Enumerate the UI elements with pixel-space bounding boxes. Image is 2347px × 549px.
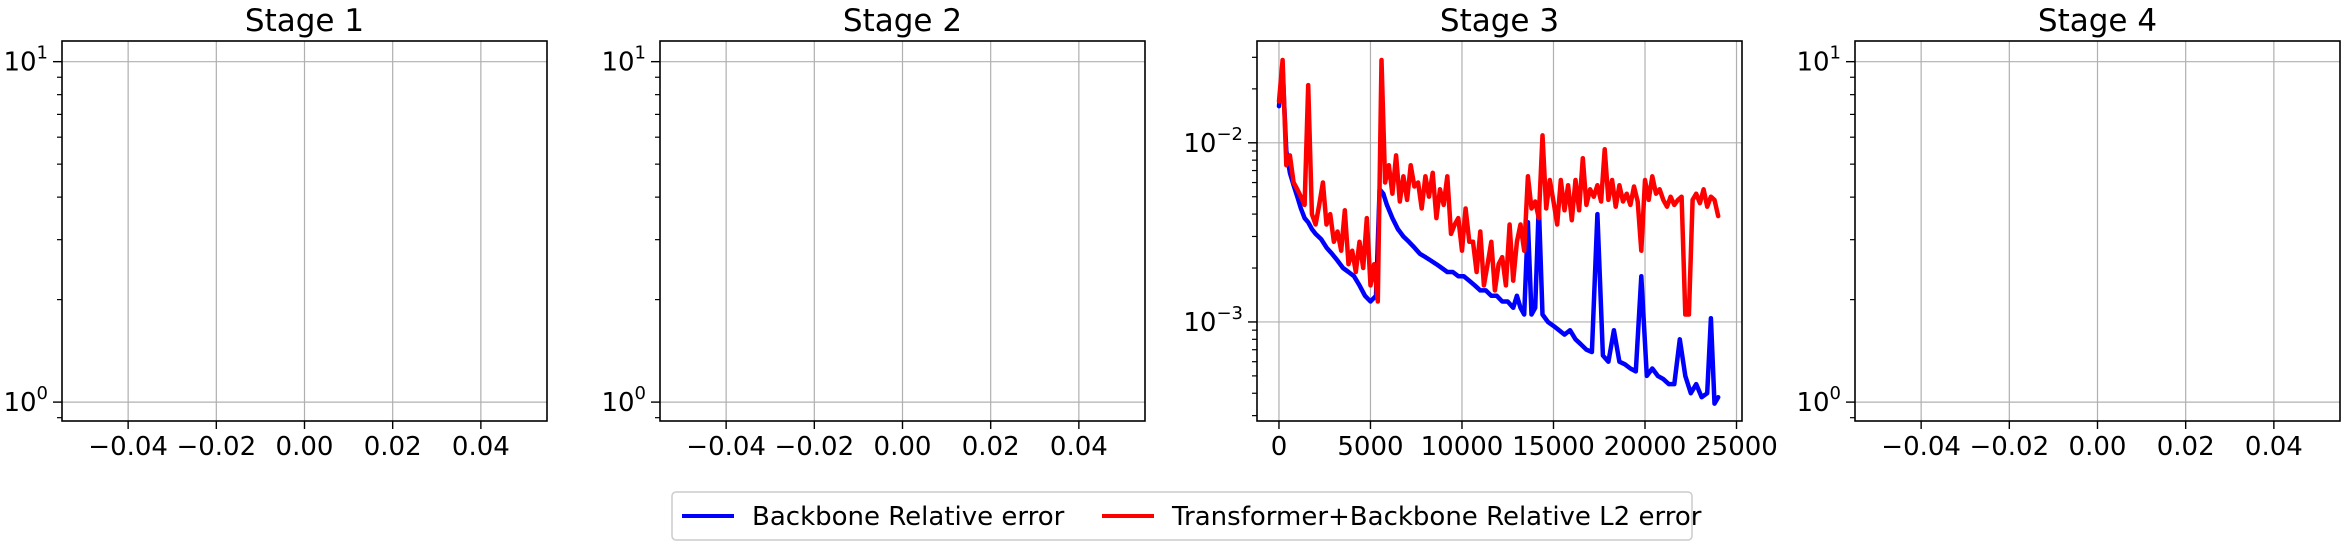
legend-label-transformer: Transformer+Backbone Relative L2 error xyxy=(1171,502,1702,532)
x-tick-label: 0.00 xyxy=(276,432,334,462)
x-tick-label: 0.04 xyxy=(452,432,510,462)
x-tick-label: 5000 xyxy=(1337,432,1403,462)
y-tick-label: 100 xyxy=(3,383,48,418)
subplot-title: Stage 1 xyxy=(245,3,364,39)
y-tick-label: 10−2 xyxy=(1183,124,1243,159)
x-tick-label: 10000 xyxy=(1421,432,1504,462)
y-tick-base: 10 xyxy=(1796,48,1829,78)
y-tick-exponent: 0 xyxy=(37,383,48,404)
x-tick-label: 0.00 xyxy=(2069,432,2127,462)
x-tick-label: 0.04 xyxy=(1050,432,1108,462)
series-group xyxy=(1276,57,1721,406)
y-tick-exponent: 0 xyxy=(635,383,646,404)
x-tick-label: 0.04 xyxy=(2245,432,2303,462)
y-tick-exponent: 1 xyxy=(37,43,48,64)
legend-frame xyxy=(671,491,1693,541)
x-tick-label: 15000 xyxy=(1512,432,1595,462)
x-tick-label: 0.02 xyxy=(962,432,1020,462)
y-tick-base: 10 xyxy=(3,48,36,78)
y-tick-base: 10 xyxy=(1183,308,1216,338)
subplot-title: Stage 3 xyxy=(1440,3,1559,39)
y-tick-base: 10 xyxy=(601,388,634,418)
y-tick-base: 10 xyxy=(1796,388,1829,418)
y-tick-exponent: 1 xyxy=(1830,43,1841,64)
x-tick-label: −0.02 xyxy=(1969,432,2049,462)
x-tick-label: −0.02 xyxy=(774,432,854,462)
x-tick-label: 25000 xyxy=(1695,432,1778,462)
x-tick-label: −0.04 xyxy=(1881,432,1961,462)
x-tick-label: 0.02 xyxy=(2157,432,2215,462)
legend-label-backbone: Backbone Relative error xyxy=(752,502,1065,532)
y-tick-label: 101 xyxy=(3,43,48,78)
y-tick-label: 101 xyxy=(1796,43,1841,78)
series-line-backbone xyxy=(1276,66,1721,406)
x-tick-label: −0.04 xyxy=(686,432,766,462)
x-tick-label: 20000 xyxy=(1604,432,1687,462)
y-tick-exponent: 0 xyxy=(1830,383,1841,404)
y-tick-base: 10 xyxy=(1183,129,1216,159)
y-tick-label: 101 xyxy=(601,43,646,78)
subplot-title: Stage 2 xyxy=(843,3,962,39)
x-tick-label: −0.02 xyxy=(176,432,256,462)
axes-frame xyxy=(1256,40,1743,422)
x-tick-label: −0.04 xyxy=(88,432,168,462)
x-tick-label: 0.00 xyxy=(874,432,932,462)
y-tick-exponent: −2 xyxy=(1216,124,1243,145)
y-tick-base: 10 xyxy=(601,48,634,78)
y-tick-label: 100 xyxy=(1796,383,1841,418)
legend: Backbone Relative error Transformer+Back… xyxy=(671,491,1702,541)
series-line-transformer-backbone xyxy=(1276,57,1721,317)
y-tick-exponent: 1 xyxy=(635,43,646,64)
y-tick-base: 10 xyxy=(3,388,36,418)
x-tick-label: 0 xyxy=(1271,432,1288,462)
y-tick-label: 100 xyxy=(601,383,646,418)
x-tick-label: 0.02 xyxy=(364,432,422,462)
subplot-title: Stage 4 xyxy=(2038,3,2157,39)
y-tick-exponent: −3 xyxy=(1216,303,1243,324)
y-tick-label: 10−3 xyxy=(1183,303,1243,338)
